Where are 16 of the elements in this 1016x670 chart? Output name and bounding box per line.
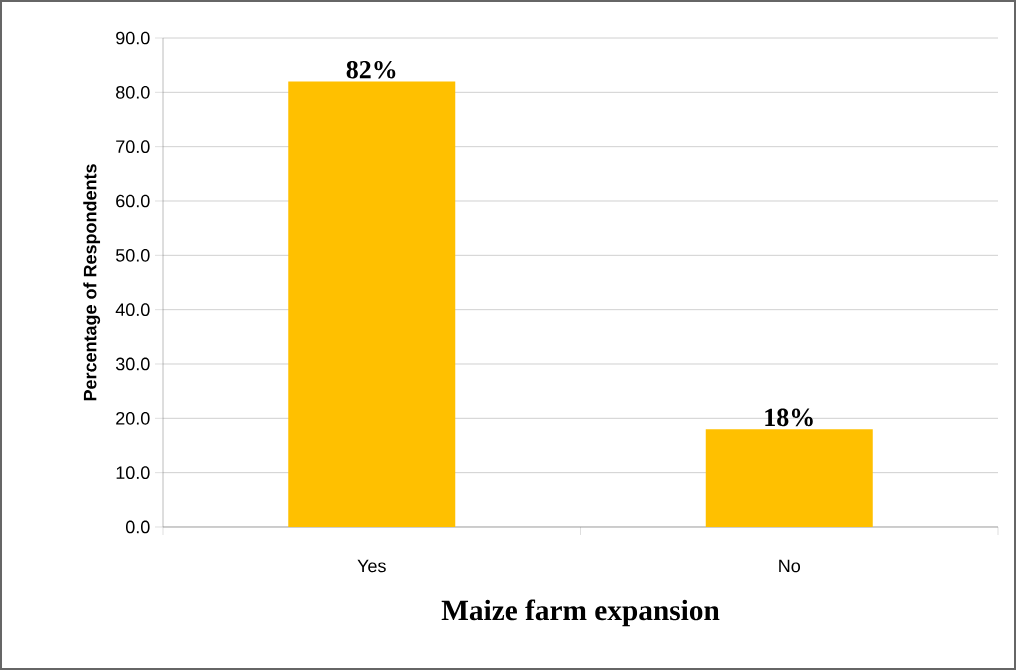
y-axis-title: Percentage of Respondents bbox=[83, 164, 101, 401]
y-tick-label: 70.0 bbox=[116, 140, 150, 154]
x-axis-title: Maize farm expansion bbox=[441, 599, 720, 627]
y-tick-label: 10.0 bbox=[116, 466, 150, 480]
y-tick-label: 50.0 bbox=[115, 248, 150, 262]
x-tick-label: Yes bbox=[357, 559, 386, 573]
data-label: 18% bbox=[765, 408, 813, 427]
x-tick-label: No bbox=[779, 559, 801, 573]
y-tick-label: 80.0 bbox=[116, 85, 150, 99]
y-tick-label: 60.0 bbox=[116, 194, 150, 208]
y-tick-label: 20.0 bbox=[116, 411, 150, 425]
y-tick-label: 30.0 bbox=[115, 357, 150, 371]
y-tick-label: 40.0 bbox=[115, 303, 150, 317]
data-label: 82% bbox=[346, 60, 396, 79]
y-tick-label: 0.0 bbox=[125, 520, 150, 534]
y-tick-label: 90.0 bbox=[116, 31, 150, 45]
